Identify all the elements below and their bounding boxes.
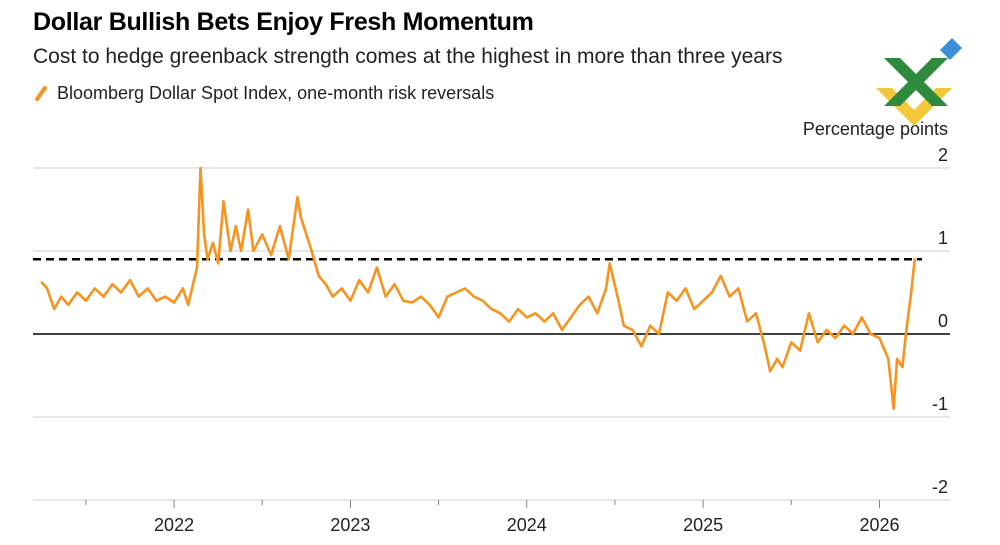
x-tick-label: 2022 [154,515,194,535]
x-tick-label: 2023 [330,515,370,535]
y-axis-ticks: 2 1 0 -1 -2 [932,145,948,497]
y-tick-label: 1 [938,228,948,248]
y-tick-label: -1 [932,394,948,414]
x-tick-label: 2026 [859,515,899,535]
series-line [40,166,917,411]
chart-title: Dollar Bullish Bets Enjoy Fresh Momentum [33,8,534,36]
x-tick-label: 2025 [683,515,723,535]
chart-subtitle: Cost to hedge greenback strength comes a… [33,45,783,68]
watermark-logo-icon [876,38,962,126]
x-axis-ticks: 2022 2023 2024 2025 2026 [85,500,899,535]
y-axis-label: Percentage points [802,119,948,139]
y-tick-label: 0 [938,311,948,331]
legend-label: Bloomberg Dollar Spot Index, one-month r… [57,83,495,103]
grid-lines [33,167,950,501]
y-tick-label: 2 [938,145,948,165]
series-layer [40,166,917,411]
y-tick-label: -2 [932,477,948,497]
x-tick-label: 2024 [507,515,547,535]
chart-legend: Bloomberg Dollar Spot Index, one-month r… [33,83,494,104]
